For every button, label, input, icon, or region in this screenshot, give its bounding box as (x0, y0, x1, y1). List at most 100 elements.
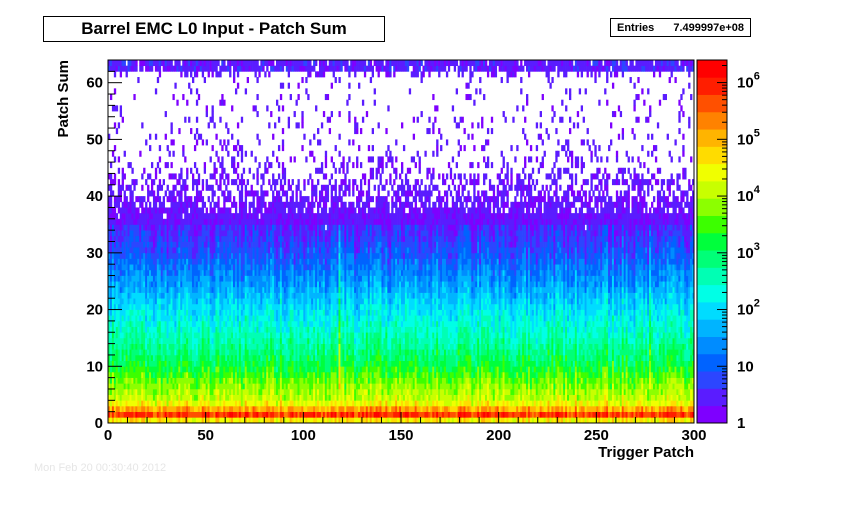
heatmap-cell (111, 366, 115, 373)
heatmap-cell (299, 275, 302, 282)
heatmap-cell (307, 247, 310, 254)
heatmap-cell (178, 207, 181, 214)
heatmap-cell (123, 388, 126, 395)
heatmap-cell (252, 207, 255, 214)
heatmap-cell (256, 275, 259, 282)
heatmap-cell (172, 190, 175, 197)
heatmap-cell (108, 417, 111, 424)
heatmap-cell (150, 190, 154, 197)
heatmap-cell (137, 292, 140, 299)
heatmap-cell (236, 377, 240, 384)
heatmap-cell (227, 377, 230, 384)
heatmap-cell (289, 224, 292, 231)
heatmap-cell (113, 394, 117, 401)
heatmap-cell (190, 258, 193, 265)
heatmap-cell (270, 349, 273, 356)
heatmap-cell (270, 394, 273, 401)
heatmap-cell (170, 303, 173, 310)
heatmap-cell (258, 218, 261, 225)
heatmap-cell (317, 343, 320, 350)
heatmap-cell (295, 337, 298, 344)
heatmap-cell (186, 201, 189, 208)
heatmap-cell (115, 105, 119, 112)
heatmap-cell (287, 286, 291, 293)
heatmap-cell (154, 60, 158, 67)
heatmap-cell (170, 252, 173, 259)
heatmap-cell (279, 320, 283, 327)
heatmap-cell (168, 286, 171, 293)
heatmap-cell (184, 286, 187, 293)
heatmap-cell (301, 298, 304, 305)
heatmap-cell (309, 388, 312, 395)
heatmap-cell (156, 241, 160, 248)
heatmap-cell (184, 326, 187, 333)
heatmap-cell (254, 366, 257, 373)
heatmap-cell (115, 213, 119, 220)
heatmap-cell (166, 349, 169, 356)
heatmap-cell (315, 315, 318, 322)
heatmap-cell (213, 309, 216, 316)
heatmap-cell (309, 377, 312, 384)
heatmap-cell (115, 320, 119, 327)
heatmap-cell (109, 354, 113, 361)
heatmap-cell (152, 269, 156, 276)
heatmap-cell (176, 394, 179, 401)
heatmap-cell (318, 315, 322, 322)
heatmap-cell (178, 230, 181, 237)
heatmap-cell (129, 247, 132, 254)
heatmap-cell (272, 343, 275, 350)
heatmap-cell (283, 201, 287, 208)
heatmap-cell (160, 349, 164, 356)
heatmap-cell (193, 162, 197, 169)
heatmap-cell (147, 309, 150, 316)
heatmap-cell (215, 371, 218, 378)
heatmap-cell (154, 213, 158, 220)
heatmap-cell (154, 326, 158, 333)
heatmap-cell (254, 258, 257, 265)
heatmap-cell (197, 207, 201, 214)
heatmap-cell (178, 281, 181, 288)
heatmap-cell (293, 315, 296, 322)
heatmap-cell (176, 218, 179, 225)
heatmap-cell (178, 337, 181, 344)
heatmap-cell (170, 377, 173, 384)
heatmap-cell (258, 275, 261, 282)
heatmap-cell (135, 366, 138, 373)
heatmap-cell (320, 383, 324, 390)
heatmap-cell (121, 269, 124, 276)
heatmap-cell (158, 275, 162, 282)
heatmap-cell (293, 224, 296, 231)
heatmap-cell (176, 303, 179, 310)
heatmap-cell (281, 315, 285, 322)
heatmap-cell (113, 371, 117, 378)
heatmap-cell (240, 377, 244, 384)
heatmap-cell (272, 60, 275, 67)
heatmap-cell (309, 286, 312, 293)
heatmap-cell (133, 360, 136, 367)
heatmap-cell (108, 201, 111, 208)
heatmap-cell (188, 82, 191, 89)
heatmap-cell (111, 326, 115, 333)
heatmap-cell (186, 343, 189, 350)
heatmap-cell (190, 264, 193, 271)
heatmap-cell (166, 383, 169, 390)
heatmap-cell (252, 258, 255, 265)
heatmap-cell (309, 309, 312, 316)
heatmap-cell (217, 60, 220, 67)
heatmap-cell (164, 230, 167, 237)
heatmap-cell (166, 60, 169, 67)
heatmap-cell (119, 269, 123, 276)
heatmap-cell (117, 405, 121, 412)
heatmap-cell (207, 405, 210, 412)
heatmap-cell (108, 349, 111, 356)
heatmap-cell (156, 405, 160, 412)
heatmap-cell (209, 235, 212, 242)
heatmap-cell (272, 411, 275, 418)
heatmap-cell (227, 354, 230, 361)
heatmap-cell (125, 332, 128, 339)
heatmap-cell (182, 332, 185, 339)
heatmap-cell (248, 269, 251, 276)
heatmap-cell (137, 207, 140, 214)
heatmap-cell (318, 196, 322, 203)
heatmap-cell (311, 213, 314, 220)
